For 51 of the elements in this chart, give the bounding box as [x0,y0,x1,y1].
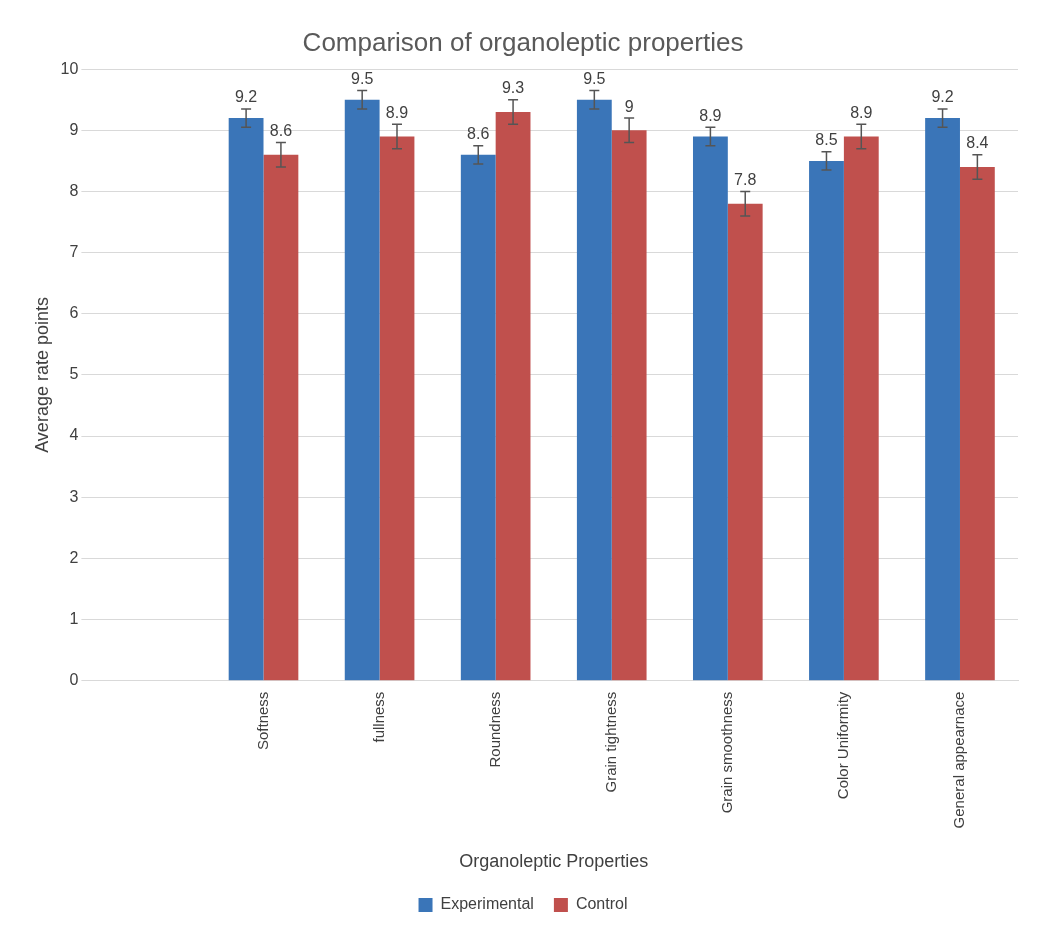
bar [692,136,728,681]
y-tick-label: 7 [69,243,79,261]
x-tick-label: fullness [369,691,387,743]
x-tick-label: Grain smoothness [717,691,735,814]
bar [344,99,380,681]
y-tick-label: 5 [69,365,79,383]
data-label: 8.6 [467,125,490,143]
x-tick-label: Roundness [485,691,503,768]
bar [809,160,844,681]
bar [379,136,415,681]
bar [611,130,647,681]
y-axis-title: Average rate points [31,297,52,453]
y-tick-label: 1 [69,609,79,627]
legend-label: Control [575,895,628,913]
bar [495,112,531,681]
y-tick-label: 9 [69,120,79,138]
y-tick-label: 0 [69,671,79,689]
bar [460,154,496,681]
bar [727,203,763,681]
data-label: 9.2 [931,88,954,106]
bar [228,118,264,681]
legend-label: Experimental [440,895,534,913]
data-label: 8.9 [385,103,409,121]
bar [843,136,879,681]
y-tick-label: 8 [69,181,79,199]
y-tick-label: 3 [69,487,79,505]
x-tick-label: Color Uniformity [834,691,852,800]
data-label: 7.8 [734,170,757,188]
y-tick-label: 4 [69,426,79,444]
bar [959,167,995,681]
data-label: 9.5 [583,70,606,88]
data-label: 8.9 [850,103,873,121]
data-label: 9.3 [501,79,525,97]
bar [263,154,299,681]
data-label: 8.6 [269,121,293,139]
bar [925,118,960,681]
data-label: 8.5 [815,131,838,149]
bar [576,99,612,681]
x-tick-label: General appearnace [950,691,968,829]
y-tick-label: 6 [69,304,79,322]
x-tick-label: Grain tightness [601,691,619,793]
y-tick-label: 2 [69,548,79,566]
chart-title: Comparison of organoleptic properties [302,26,744,57]
data-label: 9.5 [351,70,374,88]
x-tick-label: Softness [253,691,271,751]
data-label: 8.9 [699,106,722,124]
data-label: 9.2 [234,88,258,106]
x-axis-title: Organoleptic Properties [459,851,649,872]
y-tick-label: 10 [60,59,79,77]
data-label: 8.4 [966,134,989,152]
data-label: 9 [624,97,634,115]
